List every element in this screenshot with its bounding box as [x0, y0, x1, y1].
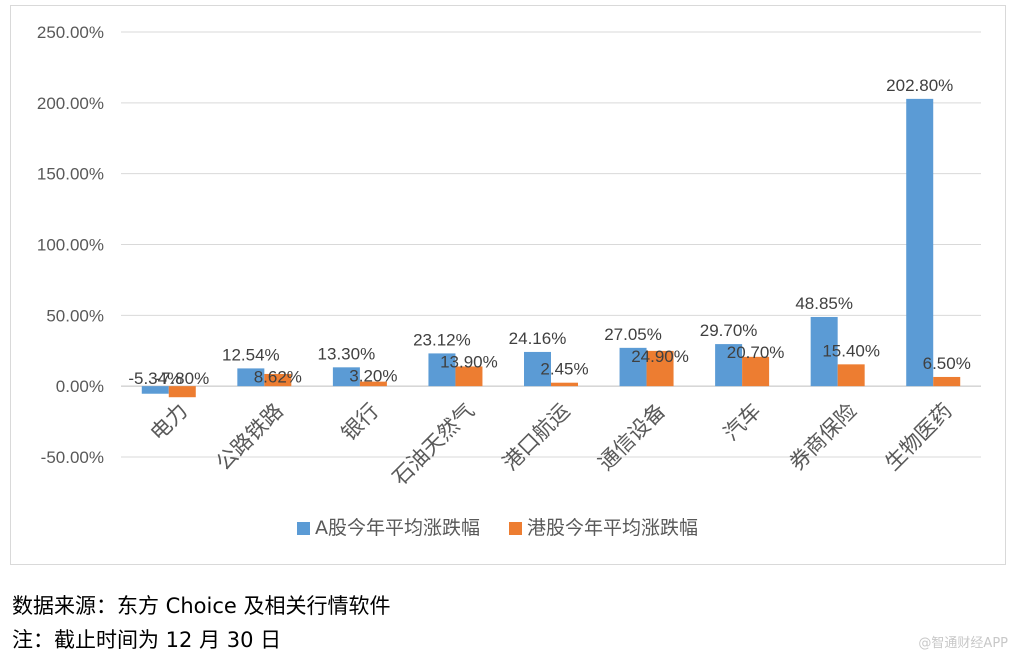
- category-label: 电力: [146, 399, 193, 446]
- hk-share-bar: [646, 350, 674, 387]
- hk-share-bar: [933, 376, 961, 387]
- data-label: -7.80%: [155, 369, 209, 388]
- category-label: 券商保险: [785, 399, 861, 475]
- hk-share-bar: [264, 373, 292, 387]
- y-tick-label: 50.00%: [46, 306, 104, 325]
- y-tick-label: 0.00%: [56, 377, 104, 396]
- hk-share-bar: [168, 386, 196, 398]
- hk-share-bar: [551, 382, 578, 387]
- y-tick-label: 250.00%: [37, 23, 104, 42]
- data-label: 23.12%: [413, 330, 471, 349]
- chart-area: 250.00% 200.00% 150.00% 100.00% 50.00% 0.00% -…: [10, 5, 1006, 565]
- data-label: 8.62%: [254, 367, 302, 386]
- a-share-bar: [141, 386, 169, 394]
- cutoff-date-note: 注：截止时间为 12 月 30 日: [12, 628, 282, 652]
- data-label: 24.90%: [631, 347, 689, 366]
- y-tick-label: -50.00%: [41, 448, 104, 467]
- category-label: 汽车: [719, 399, 766, 446]
- legend-label-a-share: A股今年平均涨跌幅: [315, 517, 480, 539]
- y-tick-label: 100.00%: [37, 236, 104, 255]
- y-tick-label: 200.00%: [37, 94, 104, 113]
- data-label: 202.80%: [886, 76, 953, 95]
- hk-share-bar: [837, 364, 865, 387]
- category-label: 港口航运: [498, 399, 574, 475]
- watermark: @智通财经APP: [918, 636, 1008, 651]
- category-label: 石油天然气: [388, 399, 479, 490]
- a-share-bar: [332, 367, 360, 387]
- data-source-note: 数据来源：东方 Choice 及相关行情软件: [12, 594, 391, 618]
- category-label: 生物医药: [880, 399, 956, 475]
- legend-swatch-a-share: [297, 522, 310, 535]
- a-share-bar: [906, 98, 934, 387]
- category-label: 公路铁路: [212, 399, 288, 475]
- hk-share-bar: [742, 356, 770, 387]
- legend-label-hk-share: 港股今年平均涨跌幅: [527, 517, 698, 539]
- a-share-bar: [524, 351, 551, 387]
- category-label: 银行: [337, 399, 384, 446]
- a-share-bar: [428, 353, 456, 387]
- data-label: 15.40%: [822, 341, 880, 360]
- data-label: 29.70%: [700, 321, 758, 340]
- a-share-bar: [619, 347, 647, 387]
- data-label: 12.54%: [222, 345, 280, 364]
- data-label: 20.70%: [727, 343, 785, 362]
- a-share-bar: [237, 368, 265, 387]
- a-share-bar: [810, 316, 838, 387]
- hk-share-bar: [359, 381, 387, 387]
- bar-chart: 250.00% 200.00% 150.00% 100.00% 50.00% 0.00% -…: [37, 23, 981, 539]
- data-label: 27.05%: [604, 325, 662, 344]
- legend-swatch-hk-share: [509, 522, 522, 535]
- category-label: 通信设备: [594, 399, 670, 475]
- data-label: 3.20%: [349, 366, 397, 385]
- data-label: 6.50%: [923, 354, 971, 373]
- data-label: 13.30%: [318, 344, 376, 363]
- data-label: 48.85%: [795, 294, 853, 313]
- data-label: 24.16%: [509, 329, 567, 348]
- y-tick-label: 150.00%: [37, 165, 104, 184]
- data-label: 2.45%: [540, 360, 588, 379]
- hk-share-bar: [455, 366, 483, 387]
- data-label: 13.90%: [440, 352, 498, 371]
- a-share-bar: [715, 344, 743, 387]
- data-label: -5.34%: [128, 369, 182, 388]
